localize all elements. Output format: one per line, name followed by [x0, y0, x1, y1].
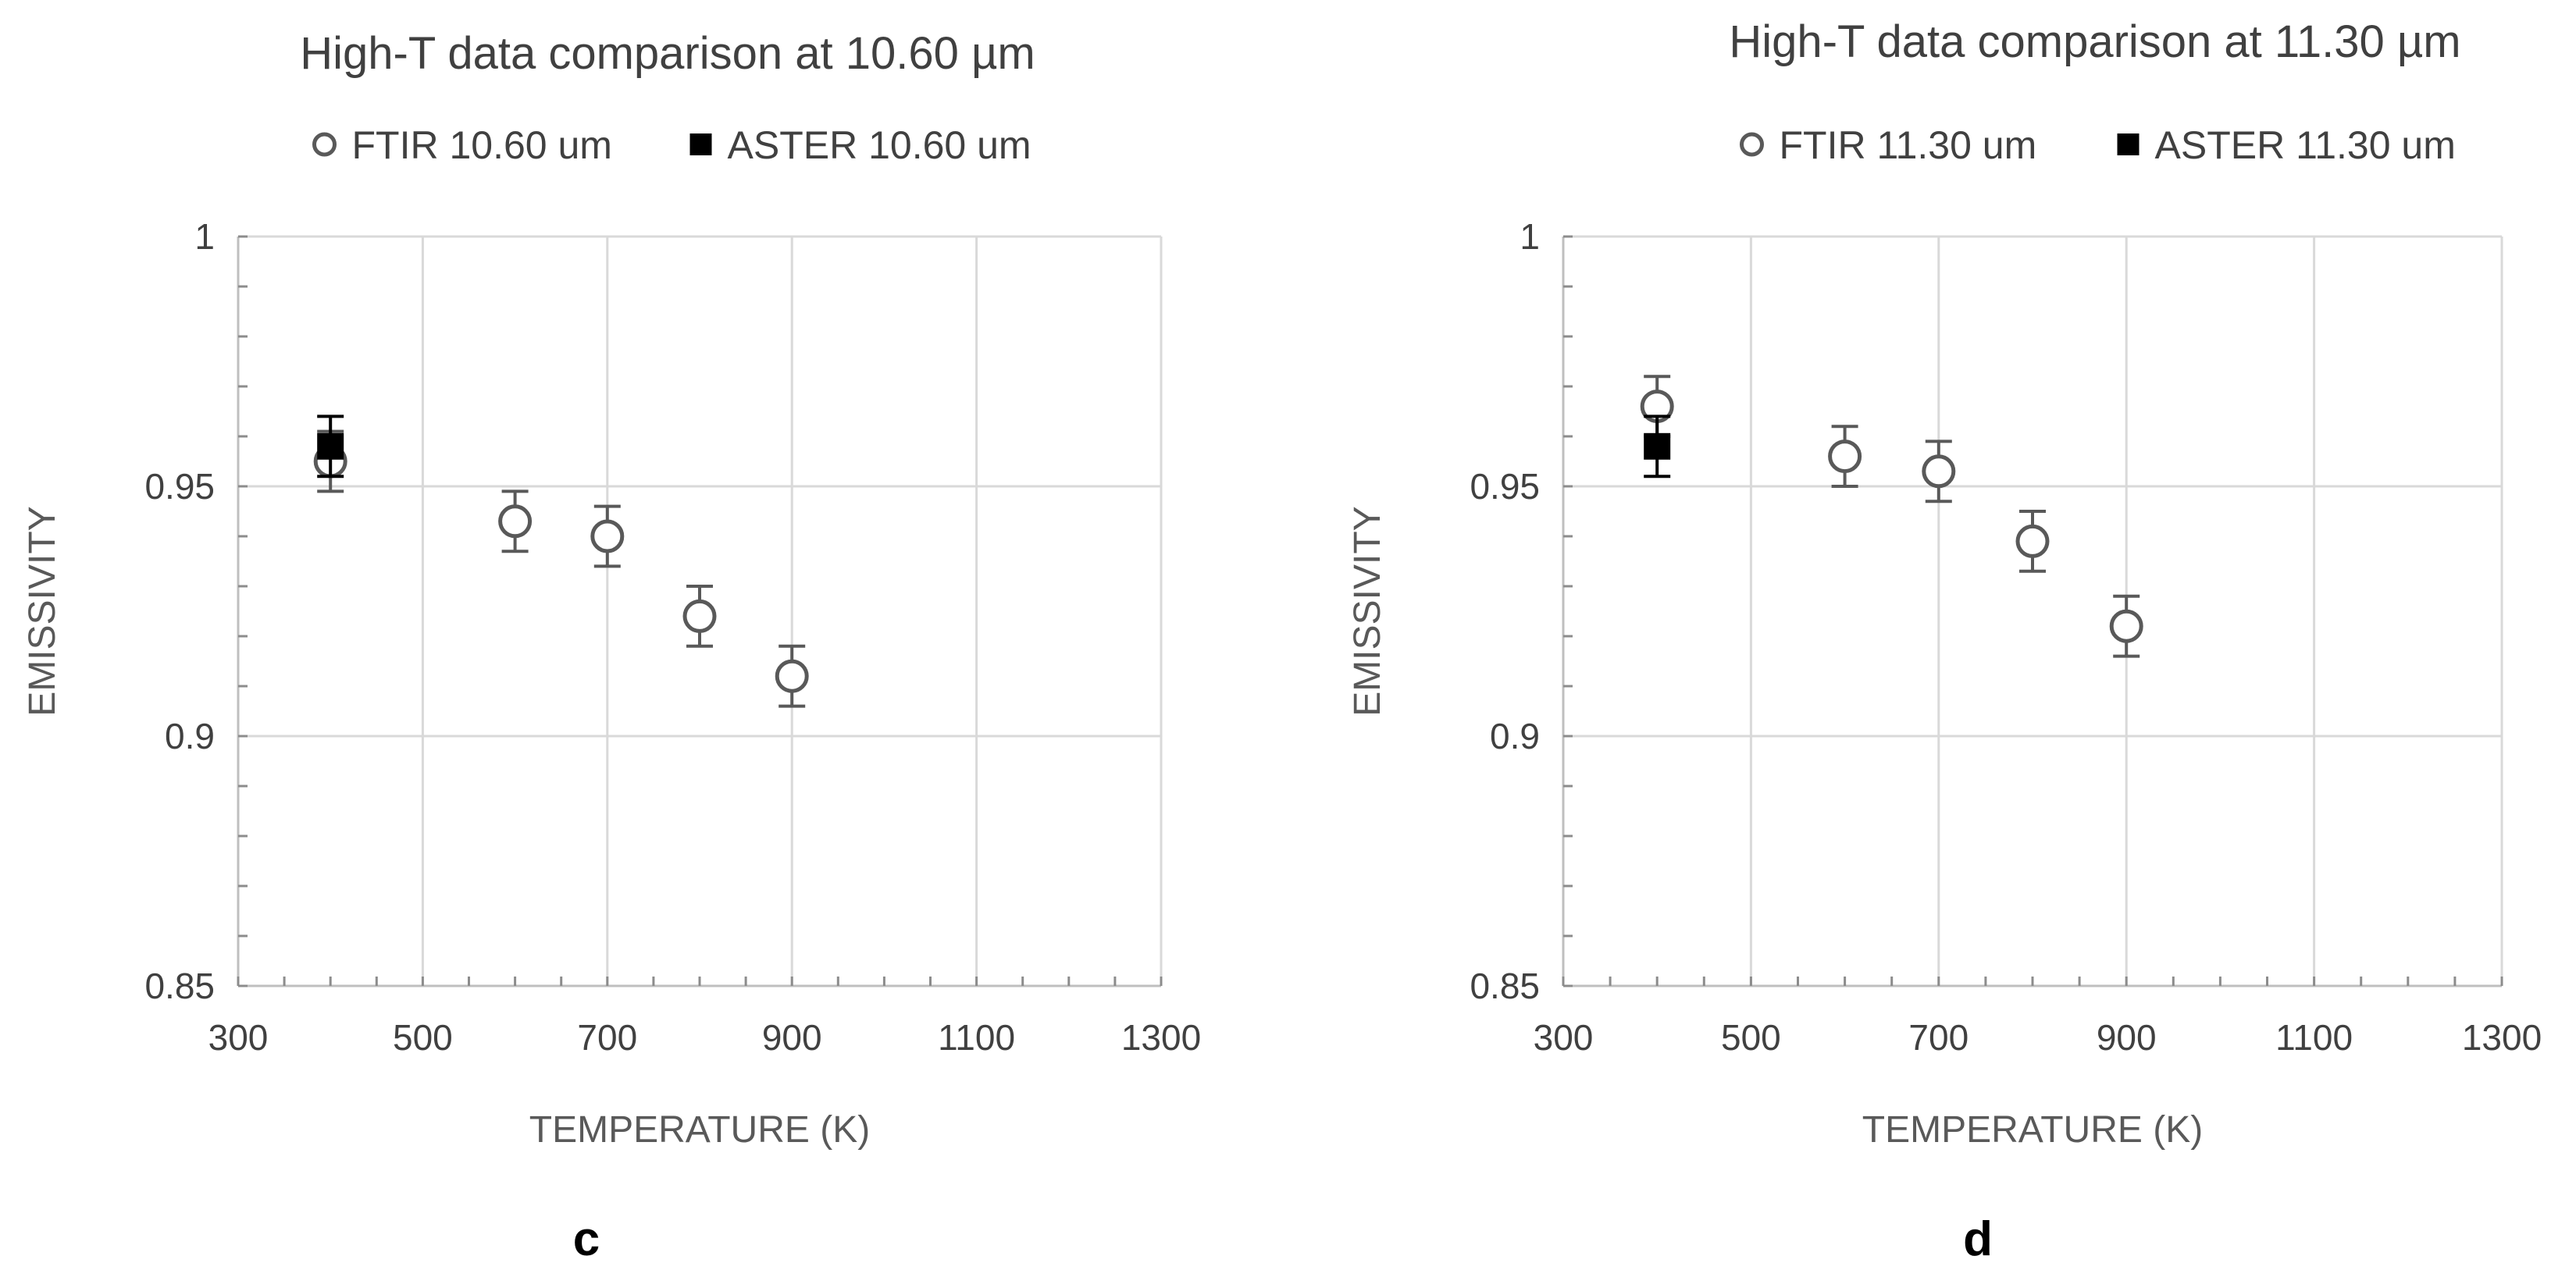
x-tick-label: 300 — [208, 1017, 269, 1058]
x-tick-label: 700 — [1908, 1017, 1969, 1058]
y-tick-label: 1 — [1520, 216, 1540, 257]
data-point-ftir — [775, 659, 809, 693]
data-point-ftir — [1922, 454, 1956, 489]
panel-label: c — [573, 1212, 600, 1266]
panel-label: d — [1963, 1212, 1993, 1266]
y-tick-label: 1 — [194, 216, 215, 257]
data-point-ftir — [2109, 609, 2143, 643]
x-tick-label: 700 — [577, 1017, 637, 1058]
legend-marker-aster — [689, 133, 712, 155]
legend-marker-aster — [2117, 133, 2140, 155]
series-ftir — [313, 429, 809, 708]
y-tick-label: 0.85 — [144, 966, 215, 1006]
chart-title: High-T data comparison at 11.30 µm — [1729, 16, 2460, 67]
x-tick-label: 500 — [393, 1017, 453, 1058]
x-tick-label: 1300 — [1121, 1017, 1201, 1058]
y-tick-label: 0.9 — [1490, 716, 1540, 756]
x-tick-label: 300 — [1534, 1017, 1594, 1058]
data-point-ftir — [682, 599, 717, 633]
y-tick-label: 0.95 — [1470, 466, 1540, 507]
chart-title: High-T data comparison at 10.60 µm — [300, 28, 1035, 79]
chart-panel-d: High-T data comparison at 11.30 µm FTIR 1… — [1347, 16, 2542, 1266]
x-tick-label: 900 — [762, 1017, 822, 1058]
x-tick-label: 900 — [2097, 1017, 2157, 1058]
x-axis-title: TEMPERATURE (K) — [529, 1109, 870, 1151]
data-point-ftir — [2015, 524, 2050, 558]
x-tick-label: 1100 — [2275, 1017, 2353, 1058]
legend: FTIR 11.30 um ASTER 11.30 um — [1740, 123, 2456, 167]
x-axis-title: TEMPERATURE (K) — [1862, 1109, 2203, 1151]
data-point-aster — [1644, 432, 1671, 460]
legend-label-aster: ASTER 11.30 um — [2155, 123, 2456, 167]
y-axis-title: EMISSIVITY — [1347, 506, 1388, 716]
legend-marker-ftir — [1740, 132, 1764, 157]
data-point-ftir — [590, 519, 625, 553]
legend: FTIR 10.60 um ASTER 10.60 um — [312, 123, 1031, 167]
legend-marker-ftir — [312, 132, 337, 157]
chart-panel-c: High-T data comparison at 10.60 µm FTIR 1… — [22, 28, 1201, 1266]
y-tick-label: 0.95 — [144, 466, 215, 507]
series-ftir — [1640, 375, 2143, 658]
data-point-ftir — [1828, 439, 1862, 474]
y-axis-title: EMISSIVITY — [22, 506, 63, 716]
x-tick-label: 1100 — [938, 1017, 1015, 1058]
y-tick-label: 0.9 — [165, 716, 215, 756]
series-aster — [317, 415, 344, 479]
x-tick-label: 500 — [1721, 1017, 1781, 1058]
data-point-ftir — [498, 504, 533, 539]
y-tick-label: 0.85 — [1470, 966, 1540, 1006]
legend-label-aster: ASTER 10.60 um — [728, 123, 1031, 167]
legend-label-ftir: FTIR 10.60 um — [352, 123, 612, 167]
data-point-aster — [317, 432, 344, 460]
x-tick-label: 1300 — [2462, 1017, 2542, 1058]
series-aster — [1644, 415, 1671, 479]
legend-label-ftir: FTIR 11.30 um — [1780, 123, 2037, 167]
